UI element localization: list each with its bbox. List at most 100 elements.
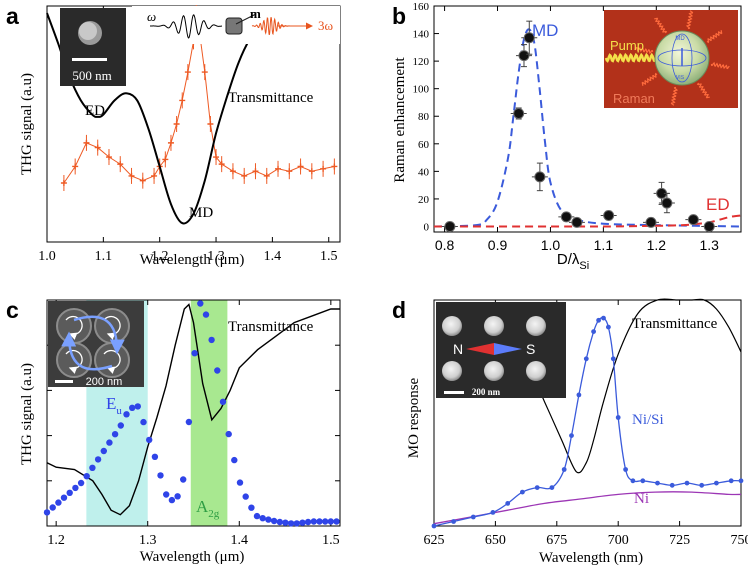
thg-data-point	[327, 518, 334, 525]
thg-point	[173, 121, 180, 127]
thg-data-point	[333, 518, 340, 525]
panel-b: b 0 20 40 60 80 100 120 140 160 0.8 0.9 1.0 1.1 1.2 1…	[392, 1, 742, 272]
thg-data-point	[168, 496, 176, 504]
y-tick-label: 100	[413, 84, 430, 96]
nisi-data-point	[534, 485, 540, 490]
nisi-data-point	[561, 467, 567, 472]
panel-d: d 625 650 675 700 725 750 Wavelength (nm) MO …	[392, 297, 748, 566]
raman-ray	[641, 72, 658, 86]
x-tick-label: 650	[485, 533, 506, 548]
thg-data-point	[304, 518, 312, 526]
panel-label-c: c	[6, 297, 19, 323]
thg-data-point	[151, 453, 159, 460]
thg-point	[162, 156, 169, 163]
thg-data-point	[77, 479, 85, 487]
x-tick-label: 1.2	[47, 533, 65, 548]
transmittance-annotation-d: Transmittance	[632, 316, 718, 332]
thg-point	[117, 161, 124, 168]
transmittance-annotation-c: Transmittance	[228, 319, 314, 335]
ed-fit-line	[434, 214, 742, 228]
series-d	[431, 298, 744, 529]
pump-label: Pump	[610, 38, 644, 53]
thg-data-point	[185, 418, 193, 426]
omega-label: ω	[147, 9, 156, 24]
raman-data-point	[571, 216, 583, 228]
nisi-data-point	[738, 478, 744, 484]
thg-point	[179, 97, 186, 104]
thg-data-point	[253, 512, 261, 520]
thg-data-point	[214, 367, 221, 374]
thg-data-point	[174, 493, 181, 500]
nisi-data-point	[699, 482, 705, 488]
nisi-data-point	[630, 478, 636, 484]
x-axis-label-b: D/λSi	[557, 251, 589, 272]
thg-data-point	[242, 493, 249, 500]
nisi-data-point	[684, 480, 690, 486]
thg-data-point	[111, 431, 119, 438]
thg-data-point	[94, 456, 102, 463]
nisi-data-point	[601, 315, 606, 321]
y-axis-label-b: Raman enhancement	[392, 56, 408, 182]
thg-data-point	[248, 504, 255, 511]
ed-annotation-a: ED	[85, 103, 105, 119]
thg-point	[252, 168, 259, 175]
transmittance-annotation-a: Transmittance	[228, 90, 314, 106]
raman-data-point	[518, 50, 530, 62]
nisi-data-point	[470, 514, 476, 520]
x-tick-label: 1.3	[207, 249, 225, 264]
thg-point	[72, 163, 79, 170]
raman-inset-b: MD VIS Pump Raman	[604, 10, 738, 108]
thg-data-point	[72, 484, 79, 492]
thg-data-point	[322, 518, 329, 525]
thg-point	[229, 168, 236, 175]
x-tick-label: 750	[731, 533, 748, 548]
raman-data-point	[661, 197, 673, 209]
thg-data-point	[66, 489, 73, 496]
thg-data-point	[208, 336, 215, 344]
thg-point	[218, 161, 225, 168]
nisi-data-point	[576, 392, 582, 398]
y-tick-label: 80	[418, 111, 430, 123]
thg-data-point	[60, 494, 68, 501]
y-tick-label: 20	[418, 194, 430, 206]
thg-point	[105, 154, 112, 161]
thg-point	[263, 172, 270, 179]
raman-ray	[634, 46, 654, 55]
raman-data-point	[513, 107, 525, 119]
raman-data-point	[444, 220, 456, 232]
x-tick-label: 1.3	[700, 237, 720, 253]
x-tick-label: 0.8	[435, 237, 455, 253]
y-tick-label: 0	[424, 221, 430, 233]
sem-inset-a: 500 nm	[60, 8, 126, 86]
transmittance-line-a	[46, 12, 273, 225]
thg-point	[213, 154, 220, 161]
thg-point	[308, 168, 315, 175]
thg-data-point	[49, 504, 56, 511]
thg-data-point	[310, 518, 317, 525]
thg-data-point	[157, 472, 164, 479]
x-tick-label: 1.4	[231, 533, 249, 548]
md-inset-label: MD	[675, 36, 685, 42]
nisi-data-point	[610, 356, 616, 362]
thg-data-point	[140, 418, 147, 426]
nisi-data-point	[714, 480, 719, 486]
nisi-line	[433, 316, 742, 527]
thg-point	[139, 177, 146, 184]
thg-point	[207, 121, 214, 127]
x-tick-label: 1.3	[139, 533, 157, 548]
vis-inset-label: VIS	[676, 75, 685, 81]
thg-data-point	[197, 300, 204, 307]
x-tick-label: 1.2	[647, 237, 667, 253]
raman-data-point	[534, 171, 546, 183]
thg-data-point	[117, 422, 125, 429]
thg-data-point	[123, 411, 130, 418]
thg-point	[275, 165, 282, 172]
x-tick-label: 1.5	[322, 533, 340, 548]
thg-data-point	[202, 311, 210, 318]
x-tick-label: 625	[424, 533, 445, 548]
thg-point	[128, 172, 135, 179]
raman-data-point	[560, 211, 572, 223]
x-tick-label: 1.1	[594, 237, 614, 253]
thg-data-point	[106, 439, 113, 446]
